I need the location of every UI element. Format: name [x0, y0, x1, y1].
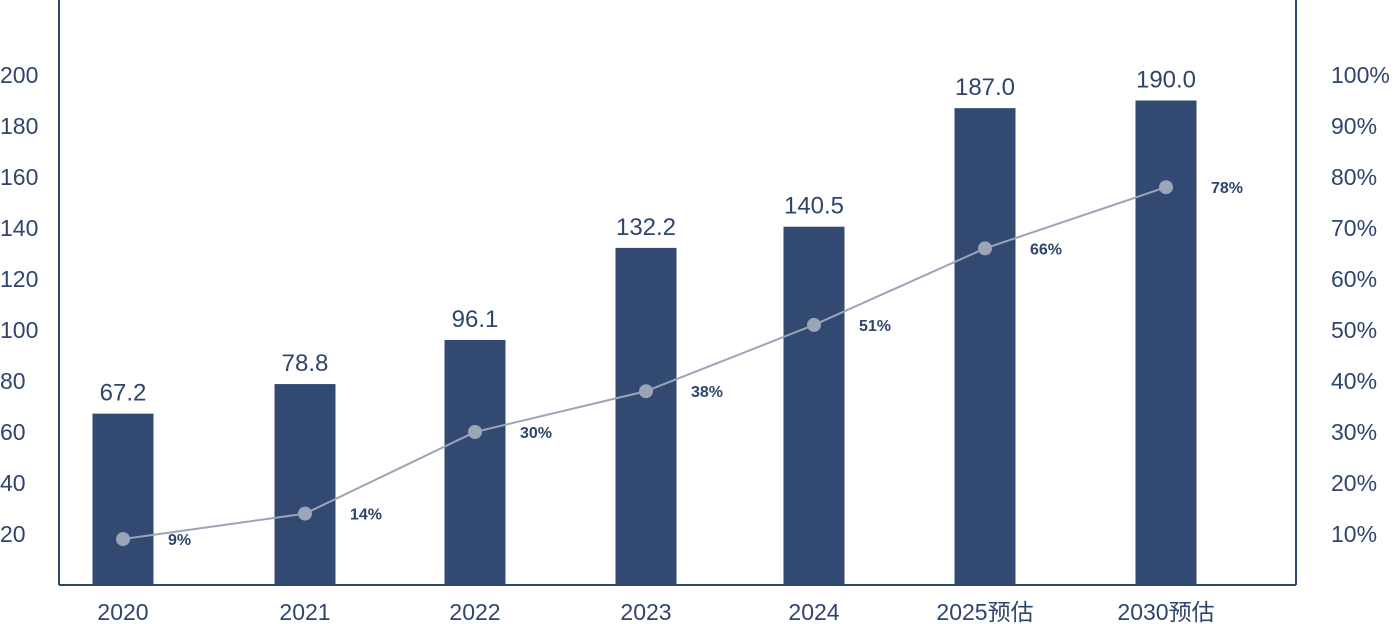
right-tick-label: 40%	[1331, 368, 1377, 394]
line-point	[298, 506, 312, 521]
line-point	[978, 241, 992, 256]
line-value-label: 30%	[520, 425, 552, 442]
left-tick-label: 160	[0, 164, 38, 190]
line-value-label: 9%	[168, 532, 191, 549]
left-tick-label: 20	[0, 521, 26, 547]
left-tick-label: 140	[0, 215, 38, 241]
line-point	[468, 425, 482, 439]
x-tick-label: 2024	[788, 599, 839, 624]
right-tick-label: 30%	[1331, 419, 1377, 445]
left-tick-label: 100	[0, 317, 38, 343]
bar	[783, 226, 845, 585]
right-tick-label: 10%	[1331, 521, 1377, 547]
bar-value-labels: 67.2 78.8 96.1 132.2 140.5 187.0 190.0	[100, 67, 1196, 407]
line-point	[116, 532, 130, 547]
left-tick-label: 120	[0, 266, 38, 292]
bar-value-label: 140.5	[784, 193, 844, 220]
right-tick-label: 20%	[1331, 470, 1377, 496]
left-tick-label: 40	[0, 470, 26, 496]
x-tick-label: 2021	[279, 599, 330, 624]
x-tick-label: 2022	[449, 599, 500, 624]
bar	[954, 108, 1016, 586]
left-tick-label: 60	[0, 419, 26, 445]
line-point	[639, 384, 653, 399]
right-tick-label: 90%	[1331, 113, 1377, 139]
left-tick-label: 80	[0, 368, 26, 394]
line-series	[116, 180, 1173, 547]
line-value-labels: 9% 14% 30% 38% 51% 66% 78%	[168, 180, 1243, 549]
line-value-label: 14%	[350, 507, 382, 524]
left-tick-label: 180	[0, 113, 38, 139]
bar-value-label: 132.2	[616, 214, 676, 241]
line-value-label: 38%	[691, 384, 723, 401]
bar-value-label: 78.8	[282, 350, 329, 377]
x-tick-label: 2025预估	[936, 599, 1033, 624]
line-point	[1159, 180, 1173, 195]
bar	[1135, 100, 1197, 585]
x-tick-label: 2030预估	[1117, 599, 1214, 624]
left-tick-label: 200	[0, 62, 38, 88]
line-value-label: 66%	[1030, 241, 1062, 258]
bar-value-label: 96.1	[452, 306, 499, 333]
right-axis-ticks: 10% 20% 30% 40% 50% 60% 70% 80% 90% 100%	[1331, 62, 1390, 547]
bar	[92, 413, 154, 585]
x-axis-ticks: 2020 2021 2022 2023 2024 2025预估 2030预估	[97, 599, 1214, 624]
right-tick-label: 70%	[1331, 215, 1377, 241]
bar	[274, 384, 336, 585]
bar-series	[92, 100, 1197, 586]
axes	[58, 0, 1297, 586]
right-tick-label: 80%	[1331, 164, 1377, 190]
line-value-label: 78%	[1211, 180, 1243, 197]
bar-value-label: 190.0	[1136, 67, 1196, 94]
left-axis-ticks: 20 40 60 80 100 120 140 160 180 200	[0, 62, 38, 547]
right-tick-label: 100%	[1331, 62, 1390, 88]
bar	[444, 339, 506, 585]
line-point	[807, 317, 821, 332]
right-tick-label: 50%	[1331, 317, 1377, 343]
x-tick-label: 2020	[97, 599, 148, 624]
bar-value-label: 67.2	[100, 380, 147, 407]
x-tick-label: 2023	[620, 599, 671, 624]
line-value-label: 51%	[859, 318, 891, 335]
bar	[615, 247, 677, 585]
bar-value-label: 187.0	[955, 74, 1015, 101]
right-tick-label: 60%	[1331, 266, 1377, 292]
